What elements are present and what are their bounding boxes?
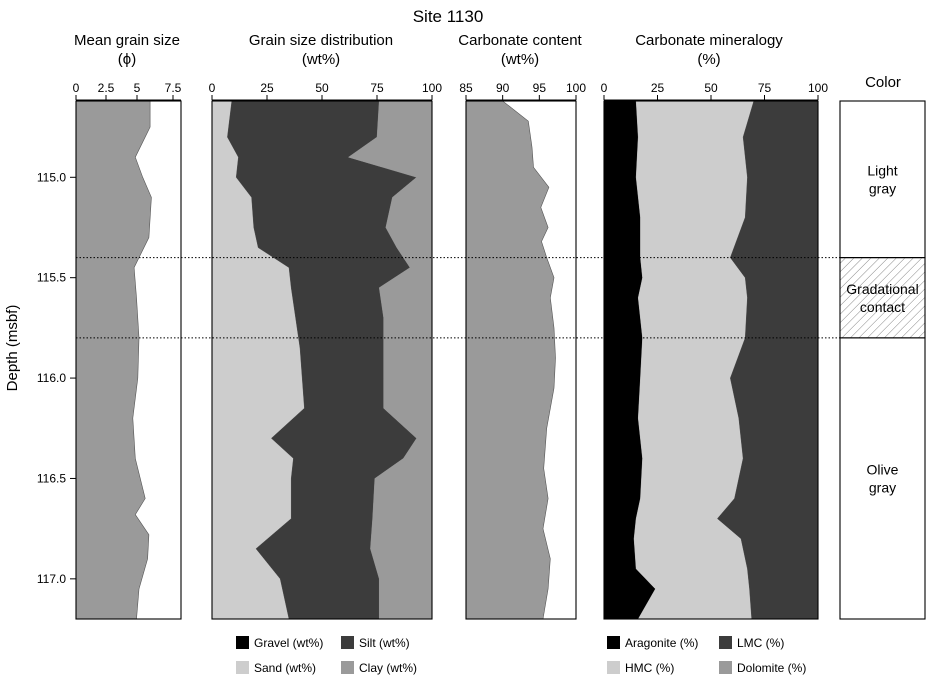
legend-label-silt: Silt (wt%) xyxy=(359,636,410,650)
x-tick-label-carbonate-content: 85 xyxy=(459,81,473,95)
color-zone-label-olive-gray: gray xyxy=(869,479,896,495)
legend-swatch-clay xyxy=(341,661,354,674)
x-tick-label-carbonate-mineralogy: 100 xyxy=(808,81,828,95)
contact-lines xyxy=(76,257,840,339)
y-axis-label: Depth (msbf) xyxy=(4,305,21,392)
panel-frame-carbonate-mineralogy xyxy=(603,100,819,620)
legend-swatch-hmc xyxy=(607,661,620,674)
y-tick-label: 116.5 xyxy=(37,471,66,485)
area-hmc xyxy=(633,100,755,620)
panel-unit-mean-grain-size: (ϕ) xyxy=(118,51,136,68)
panel-unit-grain-size-distribution: (wt%) xyxy=(302,51,340,68)
y-tick-label: 115.0 xyxy=(37,170,66,184)
legend-label-sand: Sand (wt%) xyxy=(254,661,316,675)
legend-label-dolomite: Dolomite (%) xyxy=(737,661,806,675)
color-zone-label-gradational-contact: contact xyxy=(860,299,905,315)
panel-mean-grain-size xyxy=(75,100,182,620)
panels-layer: 0 2.5 5 7.5 85 90 95 100 0 25 50 75 100 0 25 50 75 100 xyxy=(73,81,828,620)
panel-unit-carbonate-mineralogy: (%) xyxy=(697,51,720,68)
x-axis-mean-grain-size: 0 2.5 5 7.5 xyxy=(73,81,182,101)
x-axis-grain-size-distribution: 0 25 50 75 100 xyxy=(209,81,442,101)
x-tick-label-grain-size-distribution: 100 xyxy=(422,81,442,95)
x-tick-label-carbonate-content: 95 xyxy=(533,81,547,95)
panel-title-grain-size-distribution: Grain size distribution xyxy=(249,32,393,49)
y-tick-label: 117.0 xyxy=(37,572,66,586)
x-tick-label-carbonate-mineralogy: 75 xyxy=(758,81,772,95)
figure-title: Site 1130 xyxy=(413,7,484,26)
x-tick-label-mean-grain-size: 7.5 xyxy=(165,81,182,95)
x-axis-carbonate-content: 85 90 95 100 xyxy=(459,81,586,101)
legend-swatch-dolomite xyxy=(719,661,732,674)
color-column: Light gray Gradational contact Olive gray xyxy=(839,100,926,620)
color-zone-olive-gray xyxy=(839,337,926,620)
legend-label-lmc: LMC (%) xyxy=(737,636,784,650)
legend-label-aragonite: Aragonite (%) xyxy=(625,636,698,650)
depth-axis: 115.0 115.5 116.0 116.5 117.0 xyxy=(37,170,76,586)
panel-frame-grain-size-distribution xyxy=(211,100,433,620)
y-tick-label: 115.5 xyxy=(37,271,66,285)
legend-label-gravel: Gravel (wt%) xyxy=(254,636,323,650)
color-zone-light-gray xyxy=(839,100,926,259)
x-tick-label-carbonate-content: 90 xyxy=(496,81,510,95)
panel-grain-size-distribution xyxy=(211,100,433,620)
panel-title-mean-grain-size: Mean grain size xyxy=(74,32,180,49)
x-axis-carbonate-mineralogy: 0 25 50 75 100 xyxy=(601,81,828,101)
legend-mineralogy: Aragonite (%) LMC (%) HMC (%) Dolomite (… xyxy=(607,636,806,675)
x-tick-label-carbonate-mineralogy: 50 xyxy=(704,81,718,95)
x-tick-label-carbonate-content: 100 xyxy=(566,81,586,95)
color-zone-gradational-contact xyxy=(839,257,926,339)
legend-swatch-lmc xyxy=(719,636,732,649)
color-zone-label-gradational-contact: Gradational xyxy=(846,281,918,297)
x-tick-label-grain-size-distribution: 50 xyxy=(315,81,329,95)
color-zone-label-light-gray: Light xyxy=(867,162,897,178)
color-zone-label-light-gray: gray xyxy=(869,180,896,196)
legend-swatch-aragonite xyxy=(607,636,620,649)
panel-carbonate-content xyxy=(465,100,577,620)
x-tick-label-carbonate-mineralogy: 25 xyxy=(651,81,665,95)
x-tick-label-mean-grain-size: 5 xyxy=(134,81,141,95)
x-tick-label-grain-size-distribution: 75 xyxy=(370,81,384,95)
panel-frame-mean-grain-size xyxy=(75,100,182,620)
x-tick-label-grain-size-distribution: 25 xyxy=(260,81,274,95)
legend-swatch-silt xyxy=(341,636,354,649)
x-tick-label-grain-size-distribution: 0 xyxy=(209,81,216,95)
legend-label-clay: Clay (wt%) xyxy=(359,661,417,675)
panel-title-carbonate-content: Carbonate content xyxy=(458,32,582,49)
area-carbonate-content xyxy=(465,100,556,620)
panel-unit-carbonate-content: (wt%) xyxy=(501,51,539,68)
color-zone-label-olive-gray: Olive xyxy=(867,461,899,477)
x-tick-label-mean-grain-size: 2.5 xyxy=(98,81,115,95)
legend-grain-size: Gravel (wt%) Silt (wt%) Sand (wt%) Clay … xyxy=(236,636,417,675)
x-tick-label-mean-grain-size: 0 xyxy=(73,81,80,95)
y-tick-label: 116.0 xyxy=(37,371,66,385)
legend-label-hmc: HMC (%) xyxy=(625,661,674,675)
panel-frame-carbonate-content xyxy=(465,100,577,620)
panel-title-carbonate-mineralogy: Carbonate mineralogy xyxy=(635,32,783,49)
panel-title-color: Color xyxy=(865,74,901,91)
legend-swatch-gravel xyxy=(236,636,249,649)
x-tick-label-carbonate-mineralogy: 0 xyxy=(601,81,608,95)
panel-carbonate-mineralogy xyxy=(603,100,819,620)
legend-swatch-sand xyxy=(236,661,249,674)
